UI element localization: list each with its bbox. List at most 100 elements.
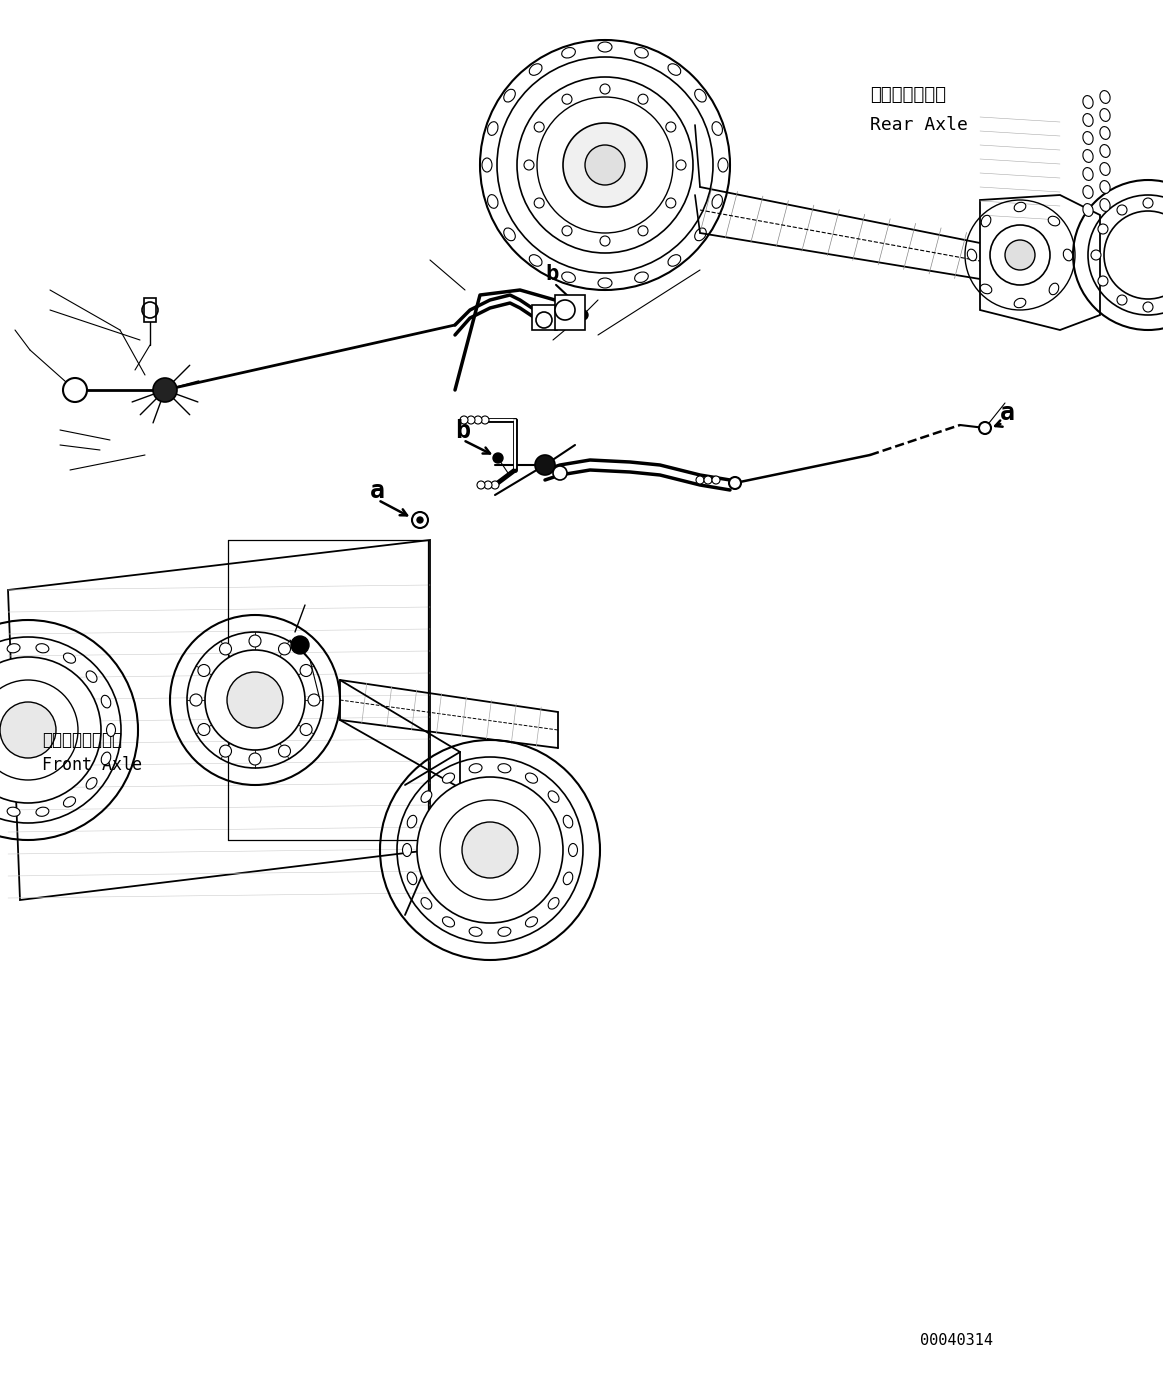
Circle shape (475, 415, 481, 424)
Ellipse shape (694, 228, 706, 240)
Circle shape (468, 415, 475, 424)
Circle shape (638, 226, 648, 236)
Ellipse shape (635, 272, 648, 282)
Bar (555, 294, 585, 331)
Ellipse shape (64, 797, 76, 807)
Ellipse shape (86, 778, 97, 789)
Circle shape (525, 160, 534, 169)
Ellipse shape (421, 897, 431, 910)
Circle shape (585, 144, 625, 185)
Circle shape (578, 310, 588, 319)
Circle shape (537, 97, 673, 233)
Circle shape (979, 422, 991, 433)
Circle shape (477, 481, 485, 489)
Circle shape (278, 643, 291, 654)
Polygon shape (980, 194, 1100, 331)
Circle shape (666, 199, 676, 208)
Ellipse shape (407, 815, 416, 828)
Circle shape (300, 724, 312, 736)
Ellipse shape (562, 272, 576, 282)
Ellipse shape (7, 807, 20, 817)
Bar (144, 299, 156, 322)
Circle shape (190, 694, 202, 706)
Circle shape (1116, 294, 1127, 306)
Ellipse shape (1083, 150, 1093, 163)
Ellipse shape (1100, 199, 1111, 211)
Ellipse shape (1014, 299, 1026, 308)
Ellipse shape (504, 228, 515, 240)
Ellipse shape (598, 278, 612, 288)
Ellipse shape (1014, 203, 1026, 211)
Circle shape (729, 476, 741, 489)
Circle shape (1098, 224, 1108, 233)
Circle shape (154, 378, 177, 401)
Ellipse shape (442, 917, 455, 926)
Text: b: b (545, 264, 558, 283)
Text: b: b (455, 419, 470, 443)
Circle shape (481, 415, 488, 424)
Circle shape (712, 476, 720, 483)
Ellipse shape (548, 897, 559, 910)
Ellipse shape (529, 254, 542, 267)
Ellipse shape (968, 249, 977, 261)
Ellipse shape (487, 194, 498, 208)
Circle shape (220, 745, 231, 757)
Ellipse shape (529, 64, 542, 75)
Circle shape (534, 122, 544, 132)
Ellipse shape (407, 872, 416, 885)
Circle shape (600, 83, 611, 94)
Circle shape (418, 517, 423, 524)
Ellipse shape (1083, 132, 1093, 144)
Ellipse shape (1100, 90, 1111, 103)
Circle shape (198, 664, 209, 676)
Ellipse shape (1100, 108, 1111, 121)
Ellipse shape (36, 807, 49, 817)
Circle shape (63, 378, 87, 401)
Bar (531, 306, 557, 331)
Ellipse shape (7, 643, 20, 653)
Ellipse shape (1100, 126, 1111, 139)
Circle shape (205, 650, 305, 750)
Ellipse shape (563, 815, 572, 828)
Ellipse shape (1063, 249, 1072, 261)
Ellipse shape (982, 215, 991, 226)
Circle shape (535, 456, 555, 475)
Circle shape (704, 476, 712, 483)
Ellipse shape (487, 122, 498, 135)
Text: Rear Axle: Rear Axle (870, 117, 968, 133)
Circle shape (600, 236, 611, 246)
Circle shape (695, 476, 704, 483)
Ellipse shape (469, 764, 481, 772)
Circle shape (552, 465, 568, 481)
Ellipse shape (498, 928, 511, 936)
Circle shape (412, 513, 428, 528)
Ellipse shape (36, 643, 49, 653)
Ellipse shape (1083, 168, 1093, 181)
Circle shape (493, 453, 504, 463)
Ellipse shape (498, 764, 511, 772)
Circle shape (1143, 199, 1153, 208)
Ellipse shape (1048, 217, 1059, 226)
Text: フロントアクスル: フロントアクスル (42, 731, 122, 749)
Circle shape (418, 776, 563, 924)
Ellipse shape (101, 751, 110, 765)
Circle shape (491, 481, 499, 489)
Circle shape (562, 226, 572, 236)
Ellipse shape (548, 790, 559, 803)
Circle shape (300, 664, 312, 676)
Ellipse shape (694, 89, 706, 101)
Circle shape (1143, 301, 1153, 313)
Ellipse shape (402, 843, 412, 857)
Circle shape (308, 694, 320, 706)
Ellipse shape (1083, 114, 1093, 126)
Circle shape (536, 313, 552, 328)
Circle shape (666, 122, 676, 132)
Ellipse shape (1100, 144, 1111, 157)
Ellipse shape (64, 653, 76, 663)
Circle shape (249, 635, 261, 647)
Ellipse shape (1083, 96, 1093, 108)
Circle shape (563, 124, 647, 207)
Ellipse shape (101, 696, 110, 708)
Circle shape (1091, 250, 1101, 260)
Circle shape (461, 415, 468, 424)
